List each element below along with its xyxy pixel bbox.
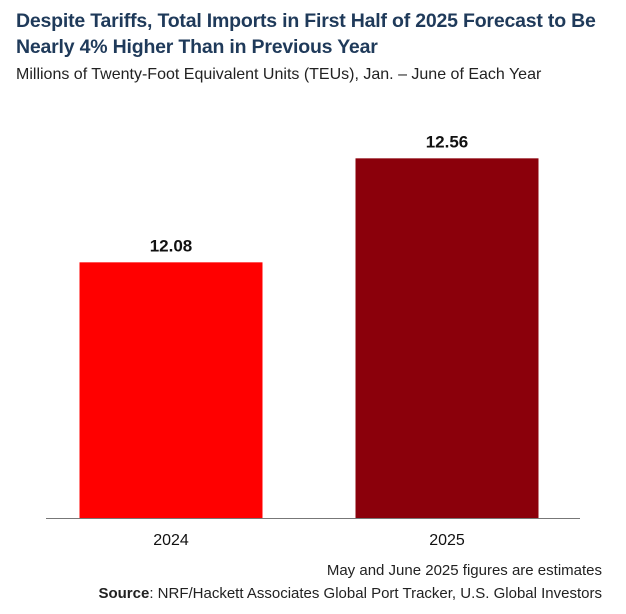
data-label-2025: 12.56: [426, 132, 469, 151]
x-tick-label-2024: 2024: [153, 532, 189, 549]
estimate-note: May and June 2025 figures are estimates: [326, 562, 602, 579]
x-tick-label-2025: 2025: [429, 532, 465, 549]
chart-title: Despite Tariffs, Total Imports in First …: [16, 10, 596, 58]
source-line: Source: NRF/Hackett Associates Global Po…: [98, 585, 602, 602]
bar-2024: [79, 262, 263, 518]
data-label-2024: 12.08: [150, 236, 193, 255]
source-label: Source: [98, 585, 150, 602]
source-text: : NRF/Hackett Associates Global Port Tra…: [149, 585, 602, 602]
bar-2025: [355, 158, 539, 518]
bar-chart: 12.08 2024 12.56 2025: [46, 132, 580, 549]
chart-subtitle: Millions of Twenty-Foot Equivalent Units…: [16, 66, 542, 83]
